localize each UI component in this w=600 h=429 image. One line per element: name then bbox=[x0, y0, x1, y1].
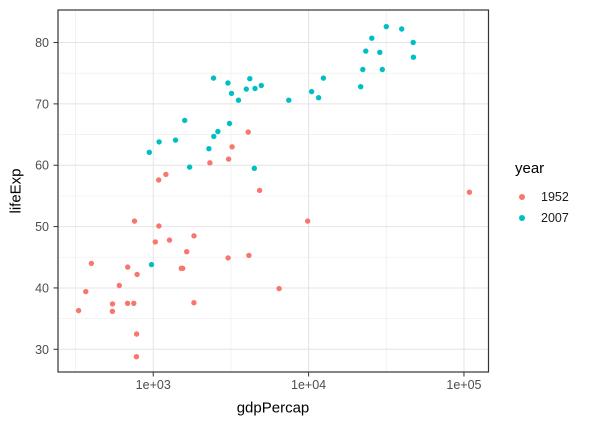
data-point-1952 bbox=[191, 233, 197, 239]
data-point-2007 bbox=[360, 66, 366, 73]
legend-item-label: 1952 bbox=[541, 189, 569, 204]
data-point-1952 bbox=[75, 307, 82, 314]
data-point-2007 bbox=[383, 23, 389, 30]
data-point-2007 bbox=[172, 137, 179, 143]
data-point-1952 bbox=[83, 288, 89, 295]
data-point-1952 bbox=[133, 354, 140, 360]
data-point-2007 bbox=[315, 95, 322, 101]
data-point-1952 bbox=[246, 252, 252, 259]
data-point-2007 bbox=[228, 90, 235, 97]
x-tick-label: 1e+03 bbox=[136, 378, 171, 392]
x-axis-title: gdpPercap bbox=[236, 399, 310, 417]
legend-item-label: 2007 bbox=[541, 210, 569, 225]
data-point-2007 bbox=[320, 75, 327, 81]
data-point-1952 bbox=[466, 189, 473, 195]
data-point-2007 bbox=[363, 48, 369, 54]
data-point-2007 bbox=[252, 85, 258, 92]
data-point-2007 bbox=[146, 149, 152, 155]
data-point-1952 bbox=[305, 218, 311, 224]
data-point-2007 bbox=[211, 133, 217, 140]
data-point-2007 bbox=[156, 139, 162, 145]
data-point-1952 bbox=[225, 255, 231, 261]
data-point-2007 bbox=[148, 261, 155, 268]
y-tick-label: 70 bbox=[35, 97, 49, 111]
legend-title: year bbox=[515, 160, 545, 177]
data-point-1952 bbox=[134, 271, 140, 278]
y-axis-title: lifeExp bbox=[7, 168, 25, 214]
data-point-2007 bbox=[235, 97, 242, 103]
data-point-1952 bbox=[124, 300, 131, 306]
data-point-1952 bbox=[131, 218, 138, 224]
data-point-2007 bbox=[243, 86, 249, 92]
y-tick-label: 60 bbox=[35, 159, 49, 173]
data-point-2007 bbox=[225, 80, 231, 86]
data-point-2007 bbox=[186, 164, 193, 170]
data-point-2007 bbox=[308, 88, 315, 95]
data-point-2007 bbox=[251, 165, 257, 171]
data-point-2007 bbox=[226, 120, 233, 127]
legend-point-swatch-2007 bbox=[519, 214, 525, 221]
data-point-2007 bbox=[247, 76, 253, 82]
data-point-1952 bbox=[166, 237, 173, 243]
data-point-1952 bbox=[109, 308, 116, 314]
data-point-2007 bbox=[210, 75, 217, 81]
data-point-2007 bbox=[182, 117, 188, 124]
data-point-1952 bbox=[152, 239, 158, 245]
x-tick-label: 1e+05 bbox=[446, 378, 481, 392]
data-point-1952 bbox=[229, 144, 235, 150]
data-point-1952 bbox=[207, 160, 213, 166]
data-point-1952 bbox=[125, 264, 131, 270]
data-point-1952 bbox=[131, 300, 137, 306]
data-point-1952 bbox=[245, 129, 251, 135]
legend-item-1952: 1952 bbox=[515, 186, 569, 207]
y-tick-label: 50 bbox=[35, 220, 49, 234]
data-point-2007 bbox=[379, 66, 385, 73]
data-point-1952 bbox=[178, 265, 184, 271]
data-point-1952 bbox=[133, 331, 140, 337]
data-point-2007 bbox=[358, 84, 364, 90]
legend-item-2007: 2007 bbox=[515, 207, 569, 228]
data-point-1952 bbox=[276, 285, 282, 292]
data-point-1952 bbox=[116, 282, 123, 289]
y-tick-label: 30 bbox=[35, 343, 49, 357]
legend: year 1952 2007 bbox=[515, 160, 569, 228]
data-point-2007 bbox=[215, 128, 221, 135]
panel-border bbox=[57, 9, 490, 373]
data-point-1952 bbox=[225, 156, 232, 162]
legend-point-swatch-1952 bbox=[519, 193, 525, 200]
data-point-2007 bbox=[206, 146, 212, 152]
data-point-2007 bbox=[410, 54, 417, 60]
x-tick-label: 1e+04 bbox=[291, 378, 326, 392]
data-point-1952 bbox=[156, 223, 162, 229]
data-point-2007 bbox=[377, 49, 383, 55]
data-point-1952 bbox=[88, 260, 95, 267]
data-point-1952 bbox=[256, 187, 263, 194]
data-point-1952 bbox=[184, 249, 190, 255]
data-point-1952 bbox=[156, 177, 162, 183]
data-point-2007 bbox=[258, 82, 264, 89]
y-tick-label: 40 bbox=[35, 281, 49, 295]
y-tick-label: 80 bbox=[35, 36, 49, 50]
data-point-2007 bbox=[286, 97, 292, 103]
data-point-1952 bbox=[163, 171, 169, 178]
data-point-2007 bbox=[369, 35, 375, 41]
data-point-2007 bbox=[410, 39, 416, 46]
panel-background bbox=[58, 10, 489, 372]
data-point-2007 bbox=[399, 26, 405, 32]
data-point-1952 bbox=[191, 300, 197, 306]
data-point-1952 bbox=[109, 301, 116, 307]
